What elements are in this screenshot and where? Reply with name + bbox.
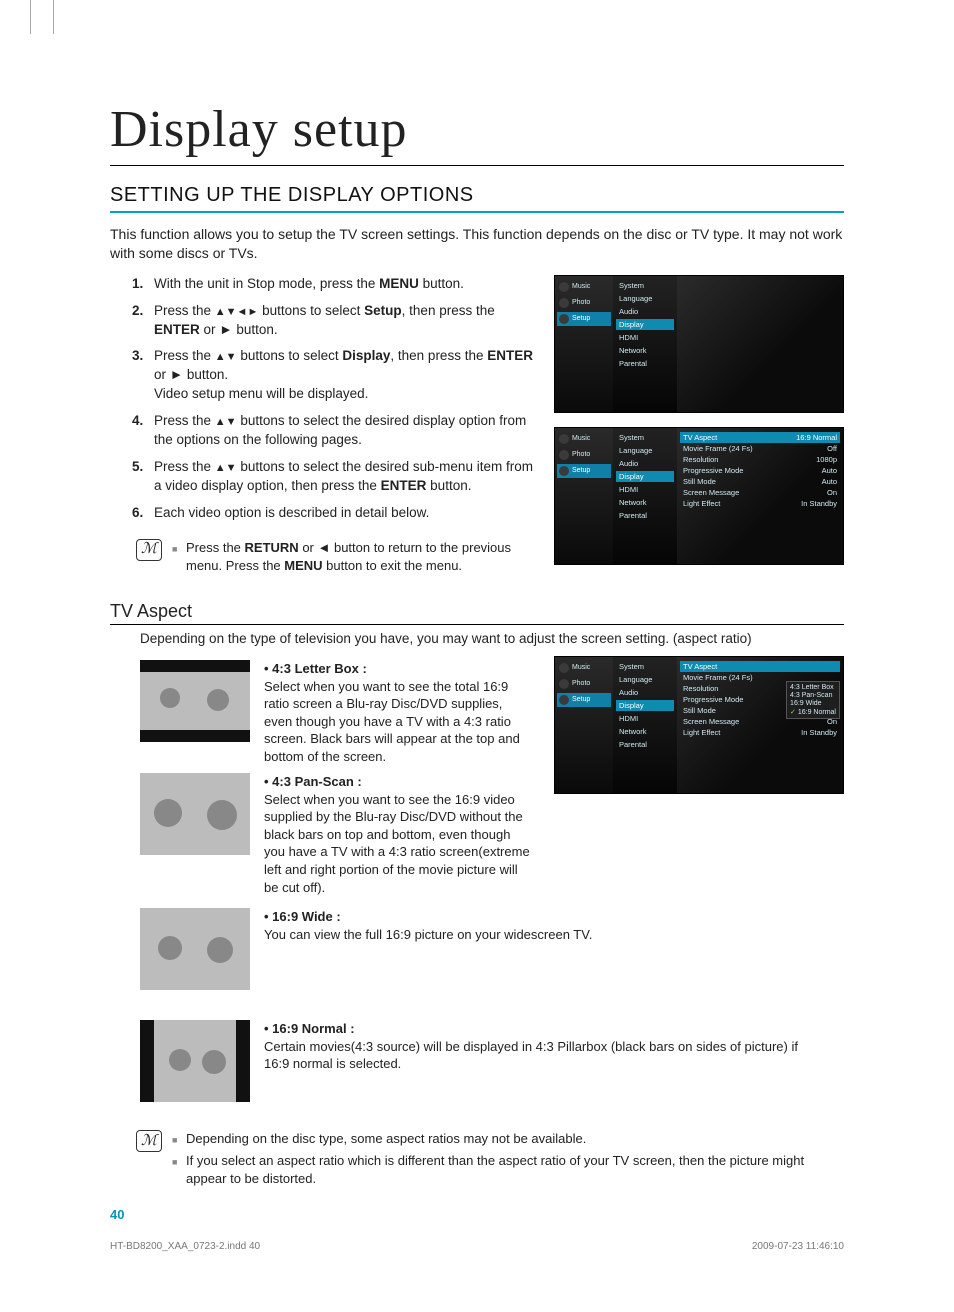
page-title: Display setup — [110, 100, 844, 166]
note-return: ℳ Press the RETURN or ◄ button to return… — [136, 539, 534, 579]
aspect-normal: • 16:9 Normal : Certain movies(4:3 sourc… — [140, 1020, 844, 1102]
step-6: Each video option is described in detail… — [154, 504, 534, 523]
note-bottom: ℳ Depending on the disc type, some aspec… — [136, 1130, 844, 1193]
thumb-letterbox — [140, 660, 250, 742]
step-2: Press the ▲▼◄► buttons to select Setup, … — [154, 302, 534, 340]
thumb-panscan — [140, 773, 250, 855]
step-1: With the unit in Stop mode, press the ME… — [154, 275, 534, 294]
tv-aspect-intro: Depending on the type of television you … — [110, 631, 844, 646]
tv-aspect-heading: TV Aspect — [110, 601, 844, 625]
page-number: 40 — [110, 1207, 124, 1222]
aspect-wide: • 16:9 Wide : You can view the full 16:9… — [140, 908, 844, 990]
page-content: Display setup SETTING UP THE DISPLAY OPT… — [50, 60, 904, 1282]
osd-screenshot-2: Music Photo Setup System Language Audio … — [554, 427, 844, 565]
steps-list: With the unit in Stop mode, press the ME… — [110, 275, 534, 523]
osd-screenshot-1: Music Photo Setup System Language Audio … — [554, 275, 844, 413]
footer-filename: HT-BD8200_XAA_0723-2.indd 40 — [110, 1241, 260, 1252]
note-icon: ℳ — [136, 539, 162, 561]
page-tab-mark — [30, 0, 54, 34]
osd-screenshot-3: Music Photo Setup System Language Audio … — [554, 656, 844, 794]
aspect-letterbox: • 4:3 Letter Box : Select when you want … — [140, 660, 534, 765]
aspect-panscan: • 4:3 Pan-Scan : Select when you want to… — [140, 773, 534, 896]
intro-text: This function allows you to setup the TV… — [110, 225, 844, 263]
thumb-wide — [140, 908, 250, 990]
step-5: Press the ▲▼ buttons to select the desir… — [154, 458, 534, 496]
step-3: Press the ▲▼ buttons to select Display, … — [154, 347, 534, 404]
osd-popup: 4:3 Letter Box 4:3 Pan-Scan 16:9 Wide 16… — [786, 681, 840, 719]
footer-timestamp: 2009-07-23 11:46:10 — [752, 1241, 844, 1252]
step-4: Press the ▲▼ buttons to select the desir… — [154, 412, 534, 450]
print-footer: HT-BD8200_XAA_0723-2.indd 40 2009-07-23 … — [110, 1231, 844, 1252]
osd-screenshots: Music Photo Setup System Language Audio … — [554, 275, 844, 579]
note-icon: ℳ — [136, 1130, 162, 1152]
section-heading: SETTING UP THE DISPLAY OPTIONS — [110, 184, 844, 213]
thumb-normal — [140, 1020, 250, 1102]
